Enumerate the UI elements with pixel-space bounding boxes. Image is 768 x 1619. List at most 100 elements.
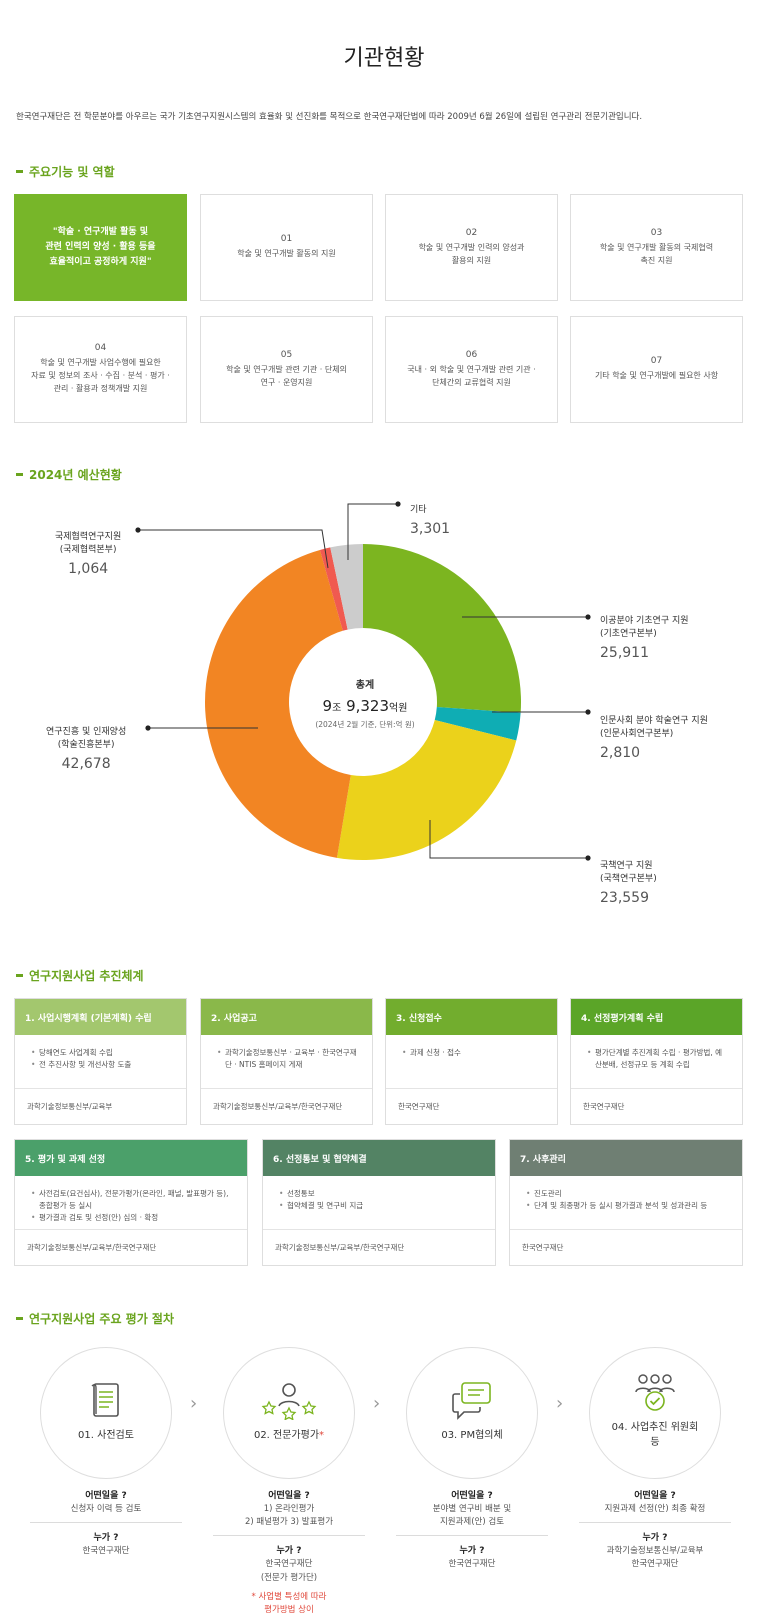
procedure-info-4: 어떤일을 ? 지원과제 선정(안) 최종 확정 누가 ? 과학기술정보통신부/교… xyxy=(570,1488,740,1572)
section-title-text: 연구지원사업 주요 평가 절차 xyxy=(29,1312,175,1326)
slice-label-text: 국책연구 지원 xyxy=(600,861,653,871)
function-item: 03 학술 및 연구개발 활동의 국제협력 촉진 지원 xyxy=(570,194,743,301)
intro-text: 한국연구재단은 전 학문분야를 아우르는 국가 기초연구지원시스템의 효율화 및… xyxy=(16,112,643,122)
leader-line xyxy=(429,820,588,859)
leader-dot xyxy=(585,614,591,620)
slice-national-research xyxy=(336,720,517,860)
page-title: 기관현황 xyxy=(343,46,425,71)
slice-label-sub: (국제협력본부) xyxy=(59,545,117,556)
leader-dot xyxy=(585,855,591,861)
divider xyxy=(30,1522,182,1524)
function-num: 02 xyxy=(465,227,478,238)
section-title-budget: 2024년 예산현황 xyxy=(16,466,122,483)
procedure-note: * 사업별 특성에 따라 평가방법 상이 xyxy=(251,1591,327,1616)
chat-bubbles-icon xyxy=(450,1380,494,1420)
section-bar xyxy=(16,170,23,173)
leader-dot xyxy=(395,501,401,507)
step-evaluate: 5. 평가 및 과제 선정사전검토(요건심사), 전문가평가(온라인, 패널, … xyxy=(14,1139,248,1266)
step-title: 7. 사후관리 xyxy=(510,1140,742,1176)
leader-dot xyxy=(135,527,141,533)
budget-total-label: 총계 xyxy=(355,680,375,691)
function-text: 학술 및 연구개발 사업수행에 필요한 자료 및 정보의 조사 · 수집 · 분… xyxy=(31,358,170,393)
leader-dot xyxy=(585,709,591,715)
what-text: 분야별 연구비 배분 및 지원과제(안) 검토 xyxy=(432,1504,512,1528)
section-title-system: 연구지원사업 추진체계 xyxy=(16,967,144,984)
step-item: 선정통보 xyxy=(279,1188,481,1200)
step-item: 평가결과 검토 및 선정(안) 심의 · 확정 xyxy=(31,1212,233,1224)
step-org: 과학기술정보통신부/교육부/한국연구재단 xyxy=(15,1229,247,1265)
total-eok-unit: 억원 xyxy=(389,703,408,714)
step-org: 한국연구재단 xyxy=(571,1088,742,1124)
procedure-step-2: 02. 전문가평가* xyxy=(223,1347,355,1479)
who-text: 한국연구재단 xyxy=(448,1559,496,1570)
function-num: 05 xyxy=(280,349,293,360)
who-text: 과학기술정보통신부/교육부 한국연구재단 xyxy=(606,1546,704,1570)
step-org: 과학기술정보통신부/교육부/한국연구재단 xyxy=(201,1088,372,1124)
slice-label-value: 2,810 xyxy=(600,745,641,762)
slice-promotion xyxy=(205,549,351,858)
slice-label-value: 42,678 xyxy=(61,756,111,773)
step-title: 1. 사업시행계획 (기본계획) 수립 xyxy=(15,999,186,1035)
section-bar xyxy=(16,974,23,977)
what-label: 어떤일을 ? xyxy=(85,1491,127,1501)
budget-donut-chart xyxy=(135,501,591,861)
function-text: 학술 및 연구개발 활동의 지원 xyxy=(237,249,336,259)
slice-label-sub: (기초연구본부) xyxy=(600,629,657,640)
step-followup: 7. 사후관리진도관리단계 및 최종평가 등 실시 평가결과 분석 및 성과관리… xyxy=(509,1139,743,1266)
slice-label-humanities: 인문사회 분야 학술연구 지원 (인문사회연구본부) 2,810 xyxy=(600,715,708,763)
procedure-info-3: 어떤일을 ? 분야별 연구비 배분 및 지원과제(안) 검토 누가 ? 한국연구… xyxy=(387,1488,557,1572)
what-text: 1) 온라인평가 2) 패널평가 3) 발표평가 xyxy=(244,1504,334,1528)
budget-total-value: 9조 9,323억원 xyxy=(265,697,465,715)
step-org: 한국연구재단 xyxy=(510,1229,742,1265)
chevron-right-icon: › xyxy=(556,1393,564,1414)
what-label: 어떤일을 ? xyxy=(451,1491,493,1501)
step-item: 평가단계별 추진계획 수립 · 평가방법, 예산분배, 선정규모 등 계획 수립 xyxy=(587,1047,728,1071)
step-title: 5. 평가 및 과제 선정 xyxy=(15,1140,247,1176)
procedure-title-star: * xyxy=(319,1430,325,1441)
procedure-title-text: 02. 전문가평가 xyxy=(253,1430,320,1441)
step-items: 과학기술정보통신부 · 교육부 · 한국연구재단 · NTIS 홈페이지 게재 xyxy=(201,1035,372,1105)
step-title: 2. 사업공고 xyxy=(201,999,372,1035)
who-label: 누가 ? xyxy=(459,1546,485,1557)
slice-label-promotion: 연구진흥 및 인재양성 (학술진흥본부) 42,678 xyxy=(46,726,126,774)
procedure-title-text: 01. 사전검토 xyxy=(78,1430,134,1441)
total-jo-unit: 조 xyxy=(332,703,342,714)
document-list-icon xyxy=(86,1380,126,1420)
what-label: 어떤일을 ? xyxy=(268,1491,310,1501)
step-title: 6. 선정통보 및 협약체결 xyxy=(263,1140,495,1176)
step-item: 당해연도 사업계획 수립 xyxy=(31,1047,172,1059)
who-label: 누가 ? xyxy=(642,1533,668,1544)
who-label: 누가 ? xyxy=(276,1546,302,1557)
step-items: 과제 신청 · 접수 xyxy=(386,1035,557,1105)
step-item: 진도관리 xyxy=(526,1188,728,1200)
function-slogan-box: "학술 · 연구개발 활동 및 관련 인력의 양성 · 활용 등을 효율적이고 … xyxy=(14,194,187,301)
function-item: 07 기타 학술 및 연구개발에 필요한 사항 xyxy=(570,316,743,423)
expert-stars-icon xyxy=(261,1380,317,1421)
step-eval-plan: 4. 선정평가계획 수립평가단계별 추진계획 수립 · 평가방법, 예산분배, … xyxy=(570,998,743,1125)
procedure-title: 04. 사업추진 위원회 등 xyxy=(612,1420,699,1450)
slice-label-etc: 기타 3,301 xyxy=(410,504,450,539)
step-item: 과학기술정보통신부 · 교육부 · 한국연구재단 · NTIS 홈페이지 게재 xyxy=(217,1047,358,1071)
section-title-text: 연구지원사업 추진체계 xyxy=(29,969,144,983)
procedure-title-text: 04. 사업추진 위원회 등 xyxy=(611,1422,699,1448)
slice-label-basic-research: 이공분야 기초연구 지원 (기초연구본부) 25,911 xyxy=(600,615,689,663)
procedure-title: 01. 사전검토 xyxy=(78,1428,134,1443)
slice-etc xyxy=(330,544,363,630)
function-slogan: "학술 · 연구개발 활동 및 관련 인력의 양성 · 활용 등을 효율적이고 … xyxy=(45,226,156,268)
procedure-info-1: 어떤일을 ? 신청자 이력 등 검토 누가 ? 한국연구재단 xyxy=(21,1488,191,1558)
procedure-step-1: 01. 사전검토 xyxy=(40,1347,172,1479)
what-text: 신청자 이력 등 검토 xyxy=(70,1504,142,1514)
step-item: 과제 신청 · 접수 xyxy=(402,1047,543,1059)
step-items: 진도관리단계 및 최종평가 등 실시 평가결과 분석 및 성과관리 등 xyxy=(510,1176,742,1246)
slice-label-sub: (국책연구본부) xyxy=(600,874,657,885)
who-label: 누가 ? xyxy=(93,1533,119,1544)
function-text: 국내 · 외 학술 및 연구개발 관련 기관 · 단체간의 교류협력 지원 xyxy=(407,364,536,387)
procedure-info-2: 어떤일을 ? 1) 온라인평가 2) 패널평가 3) 발표평가 누가 ? 한국연… xyxy=(204,1488,374,1618)
function-item: 01 학술 및 연구개발 활동의 지원 xyxy=(200,194,373,301)
slice-label-international: 국제협력연구지원 (국제협력본부) 1,064 xyxy=(55,531,121,579)
slice-label-text: 이공분야 기초연구 지원 xyxy=(600,616,689,626)
slice-humanities xyxy=(434,707,521,741)
step-announce: 2. 사업공고과학기술정보통신부 · 교육부 · 한국연구재단 · NTIS 홈… xyxy=(200,998,373,1125)
function-num: 01 xyxy=(280,234,293,245)
